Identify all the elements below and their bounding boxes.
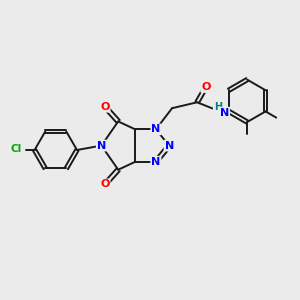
Text: N: N bbox=[97, 141, 106, 151]
Text: Cl: Cl bbox=[11, 143, 22, 154]
Text: O: O bbox=[100, 179, 110, 190]
Text: O: O bbox=[201, 82, 211, 92]
Text: N: N bbox=[164, 141, 174, 151]
Text: N: N bbox=[151, 157, 160, 167]
Text: O: O bbox=[100, 102, 110, 112]
Text: H: H bbox=[214, 102, 222, 112]
Text: N: N bbox=[151, 124, 160, 134]
Text: N: N bbox=[220, 108, 229, 118]
